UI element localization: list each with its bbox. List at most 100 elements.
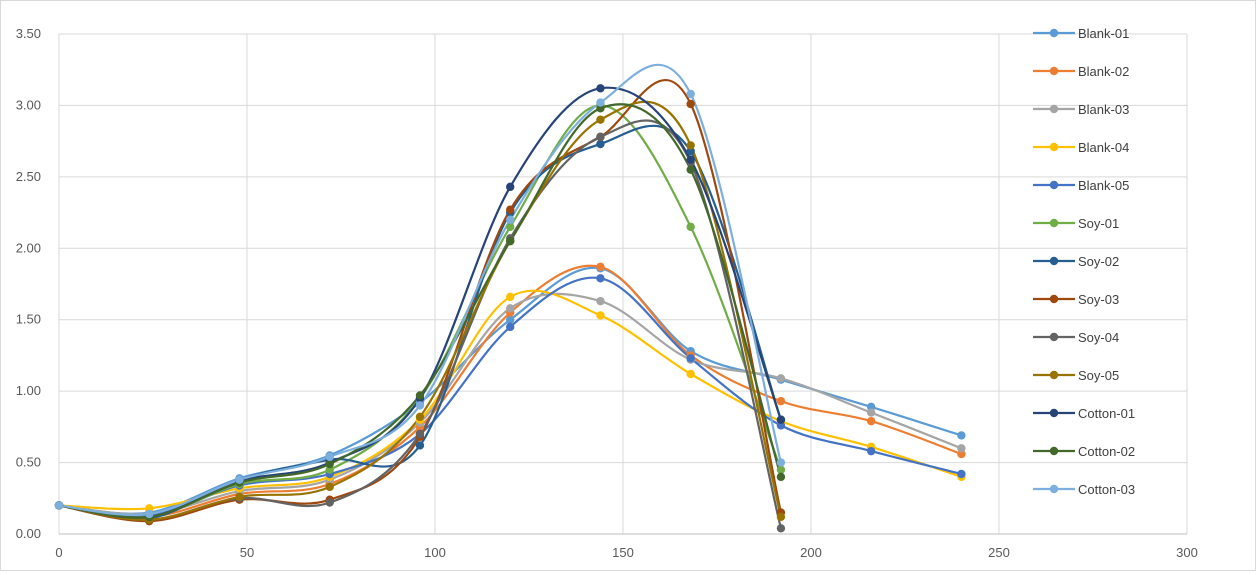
data-point-blank-02 bbox=[596, 262, 605, 272]
legend-swatch-marker bbox=[1049, 408, 1059, 418]
legend-item-soy-04: Soy-04 bbox=[1033, 330, 1119, 345]
y-tick-label: 0.50 bbox=[16, 455, 41, 470]
legend-item-blank-01: Blank-01 bbox=[1033, 26, 1129, 41]
data-point-blank-05 bbox=[506, 322, 515, 332]
data-point-soy-04 bbox=[596, 132, 605, 142]
legend-swatch-marker bbox=[1049, 446, 1059, 456]
data-point-blank-01 bbox=[506, 315, 515, 324]
data-point-soy-05 bbox=[235, 492, 244, 502]
legend-swatch-marker bbox=[1049, 256, 1059, 266]
data-point-blank-05 bbox=[957, 469, 966, 479]
legend-swatch-marker bbox=[1049, 332, 1059, 342]
data-point-blank-05 bbox=[596, 274, 605, 283]
data-point-blank-05 bbox=[866, 446, 876, 456]
data-point-soy-03 bbox=[686, 99, 695, 109]
y-tick-label: 3.50 bbox=[16, 26, 41, 41]
data-point-soy-04 bbox=[325, 498, 334, 507]
data-point-blank-03 bbox=[776, 374, 786, 383]
series-line-soy-04 bbox=[58, 119, 782, 529]
y-tick-label: 2.50 bbox=[16, 169, 41, 184]
legend-swatch-marker bbox=[1049, 218, 1059, 228]
x-tick-label: 300 bbox=[1176, 545, 1198, 560]
data-point-cotton-01 bbox=[686, 155, 695, 164]
data-point-cotton-03 bbox=[596, 98, 605, 107]
legend-swatch-marker bbox=[1049, 66, 1059, 76]
data-point-soy-05 bbox=[596, 115, 605, 124]
legend-item-blank-03: Blank-03 bbox=[1033, 102, 1129, 117]
data-point-blank-03 bbox=[866, 408, 876, 417]
y-tick-label: 1.50 bbox=[16, 312, 41, 327]
data-point-cotton-02 bbox=[415, 391, 425, 400]
legend-label: Blank-05 bbox=[1078, 178, 1129, 193]
legend-swatch-marker bbox=[1049, 104, 1059, 114]
legend-label: Soy-03 bbox=[1078, 292, 1119, 307]
data-point-cotton-01 bbox=[506, 182, 515, 192]
data-point-cotton-03 bbox=[325, 452, 334, 462]
data-point-soy-04 bbox=[415, 429, 425, 439]
legend-swatch-marker bbox=[1049, 370, 1059, 380]
legend-label: Soy-01 bbox=[1078, 216, 1119, 231]
data-point-blank-03 bbox=[506, 304, 515, 313]
legend-item-blank-05: Blank-05 bbox=[1033, 178, 1129, 193]
legend-swatch-marker bbox=[1049, 294, 1059, 304]
data-point-soy-03 bbox=[506, 205, 515, 214]
data-point-cotton-02 bbox=[686, 165, 695, 174]
legend-label: Soy-04 bbox=[1078, 330, 1119, 345]
legend-item-blank-02: Blank-02 bbox=[1033, 64, 1129, 79]
gridlines bbox=[58, 33, 1188, 535]
series-line-soy-02 bbox=[58, 124, 782, 521]
legend-label: Blank-04 bbox=[1078, 140, 1129, 155]
data-point-soy-05 bbox=[325, 482, 334, 492]
data-point-blank-01 bbox=[957, 431, 966, 440]
series-line-cotton-01 bbox=[58, 86, 782, 519]
data-point-cotton-03 bbox=[776, 458, 786, 467]
data-point-cotton-03 bbox=[415, 401, 425, 410]
y-tick-label: 3.00 bbox=[16, 97, 41, 112]
data-point-blank-02 bbox=[776, 396, 786, 406]
series-markers bbox=[54, 84, 966, 533]
legend-swatch-marker bbox=[1049, 484, 1059, 494]
data-point-cotton-02 bbox=[325, 459, 334, 469]
x-tick-label: 200 bbox=[800, 545, 822, 560]
series-line-cotton-03 bbox=[58, 63, 782, 517]
legend-item-soy-03: Soy-03 bbox=[1033, 292, 1119, 307]
series-line-soy-01 bbox=[58, 104, 782, 519]
x-axis-tick-labels: 0 50 100 150 200 250 300 bbox=[55, 545, 1197, 560]
legend-label: Soy-02 bbox=[1078, 254, 1119, 269]
legend-label: Blank-01 bbox=[1078, 26, 1129, 41]
data-point-cotton-02 bbox=[776, 472, 786, 482]
legend-item-soy-01: Soy-01 bbox=[1033, 216, 1119, 231]
y-tick-label: 1.00 bbox=[16, 383, 41, 398]
data-point-soy-02 bbox=[596, 139, 605, 149]
x-tick-label: 50 bbox=[240, 545, 254, 560]
series-line-soy-05 bbox=[58, 100, 782, 521]
y-axis-tick-labels: 0.00 0.50 1.00 1.50 2.00 2.50 3.00 3.50 bbox=[16, 26, 41, 541]
data-point-blank-04 bbox=[506, 292, 515, 302]
x-tick-label: 250 bbox=[988, 545, 1010, 560]
y-tick-label: 2.00 bbox=[16, 240, 41, 255]
legend-label: Soy-05 bbox=[1078, 368, 1119, 383]
data-point-blank-04 bbox=[686, 369, 695, 379]
data-point-cotton-01 bbox=[596, 84, 605, 93]
legend: Blank-01 Blank-02 Blank-03 Blank-04 Blank-05… bbox=[1033, 26, 1135, 497]
legend-item-cotton-01: Cotton-01 bbox=[1033, 406, 1135, 421]
x-tick-label: 100 bbox=[424, 545, 446, 560]
data-point-blank-03 bbox=[957, 444, 966, 453]
legend-swatch-marker bbox=[1049, 142, 1059, 152]
data-point-cotton-03 bbox=[145, 509, 154, 519]
legend-swatch-marker bbox=[1049, 28, 1059, 38]
data-point-soy-05 bbox=[776, 512, 786, 522]
series-line-cotton-02 bbox=[58, 103, 782, 519]
data-point-cotton-03 bbox=[506, 215, 515, 224]
data-point-blank-03 bbox=[596, 296, 605, 306]
legend-label: Cotton-02 bbox=[1078, 444, 1135, 459]
data-point-cotton-03 bbox=[235, 475, 244, 484]
data-point-soy-01 bbox=[506, 222, 515, 232]
data-point-cotton-02 bbox=[506, 236, 515, 246]
data-point-cotton-03 bbox=[54, 501, 64, 510]
data-point-blank-02 bbox=[866, 416, 876, 426]
data-point-soy-05 bbox=[415, 412, 425, 422]
x-tick-label: 0 bbox=[55, 545, 62, 560]
data-point-blank-05 bbox=[686, 354, 695, 363]
